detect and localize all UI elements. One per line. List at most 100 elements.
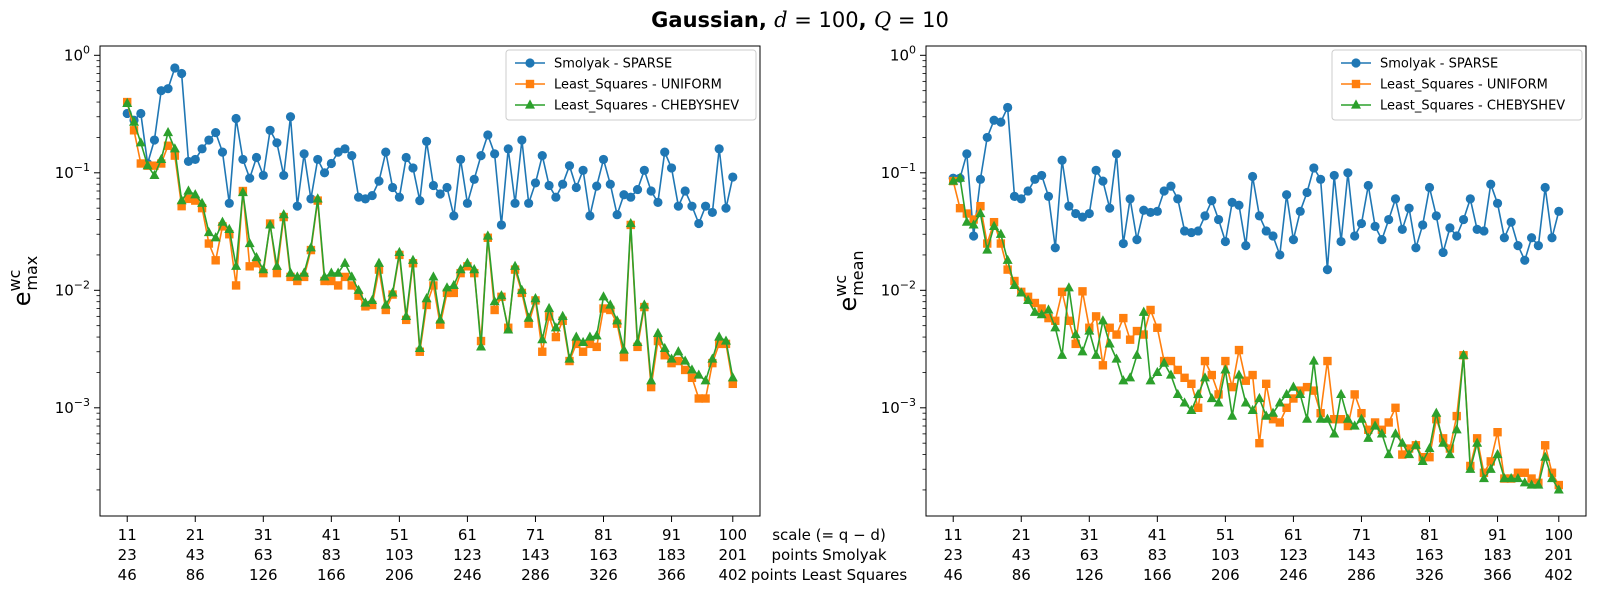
data-point (244, 237, 255, 248)
data-point (714, 331, 725, 341)
data-point (1302, 413, 1313, 423)
data-point (401, 152, 411, 163)
x-tick-label-scale: 100 (1544, 526, 1573, 544)
data-point (660, 351, 669, 360)
data-point (278, 209, 289, 219)
data-point (1479, 468, 1489, 477)
x-tick-label-points-smolyak: 123 (453, 546, 482, 564)
x-tick-label-points-least-squares: 402 (718, 566, 747, 584)
series-line (126, 101, 734, 400)
data-point (225, 230, 234, 239)
data-point (585, 339, 595, 349)
data-point (299, 149, 309, 159)
data-point (496, 290, 507, 300)
data-point (1268, 407, 1279, 417)
data-point (1308, 355, 1319, 365)
data-point (191, 196, 200, 205)
data-point (1527, 474, 1536, 483)
data-point (347, 151, 357, 161)
data-point (394, 246, 405, 257)
data-point (1234, 200, 1244, 210)
data-point (1370, 221, 1380, 231)
data-point (1078, 287, 1087, 296)
data-point (1131, 349, 1142, 359)
data-point (530, 178, 541, 188)
x-tick-label-scale: 21 (186, 526, 205, 544)
data-point (1091, 349, 1102, 359)
data-point (496, 220, 507, 230)
y-axis-ticks: 100 10−1 10−2 10−3 (55, 43, 100, 417)
data-point (170, 63, 180, 73)
data-point (1520, 468, 1529, 477)
data-point (306, 194, 316, 204)
data-point (633, 342, 642, 352)
x-tick-label-points-least-squares: 86 (186, 566, 205, 584)
data-point (1077, 346, 1088, 356)
data-point (149, 169, 160, 180)
data-point (1533, 241, 1543, 251)
data-point (347, 281, 356, 290)
data-point (339, 257, 350, 267)
data-point (238, 154, 248, 165)
data-point (449, 211, 459, 221)
legend-marker (1351, 79, 1361, 89)
data-point (1241, 376, 1250, 385)
data-point (1425, 452, 1434, 462)
data-point (414, 342, 425, 353)
data-point (976, 201, 985, 211)
data-point (687, 201, 697, 211)
data-point (1030, 174, 1040, 184)
x-tick-label-points-least-squares: 286 (1347, 566, 1376, 584)
data-point (962, 149, 972, 159)
data-point (1404, 203, 1414, 213)
data-point (340, 144, 350, 154)
data-point (483, 130, 493, 140)
data-point (387, 287, 398, 297)
data-point (1452, 411, 1461, 421)
data-point (1043, 304, 1054, 314)
x-tick-label-points-smolyak: 83 (322, 546, 341, 564)
x-tick-label-points-least-squares: 46 (118, 566, 137, 584)
series-circle (948, 102, 1564, 275)
data-point (1138, 306, 1149, 316)
y-tick-label: 10−3 (881, 396, 916, 417)
data-point (612, 315, 623, 325)
data-point (401, 310, 412, 320)
x-tick-label-points-least-squares: 246 (453, 566, 482, 584)
data-point (271, 260, 282, 270)
data-point (618, 344, 629, 354)
data-point (700, 375, 711, 385)
data-point (700, 201, 711, 211)
data-point (374, 176, 384, 186)
data-point (203, 226, 214, 237)
data-point (1193, 388, 1204, 399)
data-point (1227, 382, 1237, 392)
data-point (1240, 397, 1251, 407)
data-point (285, 112, 296, 122)
data-point (1180, 373, 1189, 383)
data-point (1057, 349, 1068, 359)
x-tick-label-points-smolyak: 83 (1148, 546, 1167, 564)
data-point (1254, 392, 1265, 403)
data-point (1139, 330, 1148, 339)
data-point (163, 141, 173, 150)
data-point (1057, 155, 1067, 165)
x-tick-label-points-least-squares: 86 (1012, 566, 1031, 584)
data-point (286, 272, 295, 282)
data-point (1193, 226, 1203, 236)
data-point (606, 305, 615, 315)
data-point (714, 144, 724, 154)
data-point (1016, 287, 1027, 297)
x-tick-label-points-smolyak: 103 (1211, 546, 1240, 564)
y-tick-label: 10−2 (881, 278, 916, 299)
data-point (1084, 325, 1095, 335)
data-point (1356, 218, 1367, 229)
data-point (1465, 194, 1475, 204)
data-point (449, 288, 459, 298)
data-point (1153, 323, 1162, 332)
data-point (1526, 233, 1537, 243)
data-point (1492, 198, 1503, 208)
data-point (258, 170, 268, 181)
data-point (245, 262, 254, 271)
data-point (1349, 420, 1360, 430)
